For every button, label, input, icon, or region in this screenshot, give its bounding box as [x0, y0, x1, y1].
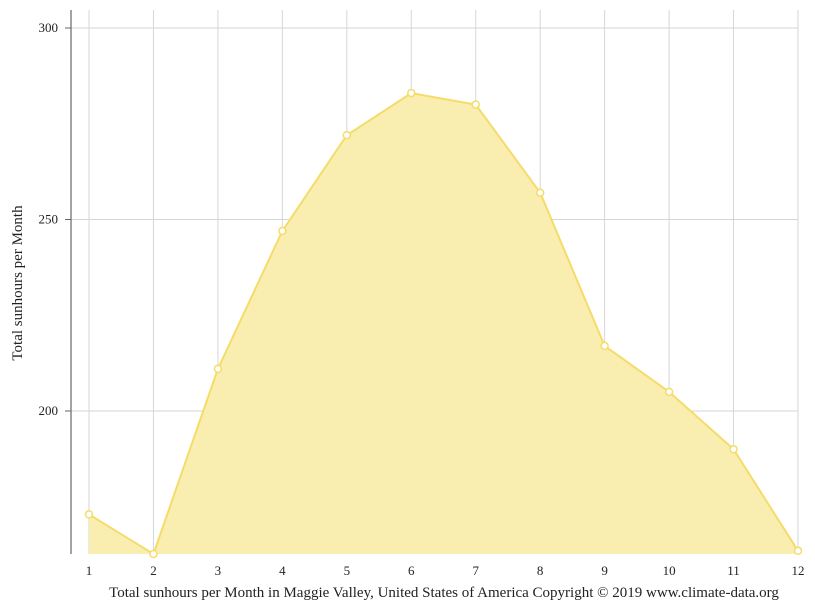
data-point: [407, 88, 416, 98]
data-point: [278, 226, 287, 236]
x-tick-label: 9: [601, 563, 608, 578]
data-points: [84, 88, 803, 559]
y-axis-title: Total sunhours per Month: [10, 205, 26, 361]
data-point: [664, 387, 674, 397]
x-tick-label: 8: [537, 563, 544, 578]
data-point: [793, 546, 803, 556]
x-tick-label: 4: [279, 563, 286, 578]
series-area: [89, 93, 798, 555]
x-tick-label: 6: [408, 563, 415, 578]
data-point: [600, 341, 609, 351]
y-tick-label: 300: [39, 20, 59, 35]
data-point: [729, 445, 738, 454]
x-tick-label: 5: [344, 563, 351, 578]
data-point: [213, 364, 223, 374]
series-line: [88, 92, 799, 555]
x-tick-label: 3: [215, 563, 222, 578]
y-tick-label: 250: [39, 212, 59, 227]
x-tick-label: 7: [472, 563, 479, 578]
data-point: [471, 100, 480, 109]
plot-area: [88, 92, 799, 555]
x-tick-label: 12: [792, 563, 805, 578]
x-tick-label: 11: [727, 563, 740, 578]
x-tick-label: 1: [86, 563, 93, 578]
x-axis-caption: Total sunhours per Month in Maggie Valle…: [109, 585, 779, 601]
data-point: [535, 188, 545, 197]
x-tick-label: 10: [663, 563, 676, 578]
x-tick-label: 2: [150, 563, 157, 578]
y-tick-label: 200: [39, 403, 59, 418]
data-point: [149, 549, 158, 559]
data-point: [342, 130, 352, 140]
data-point: [84, 510, 94, 519]
